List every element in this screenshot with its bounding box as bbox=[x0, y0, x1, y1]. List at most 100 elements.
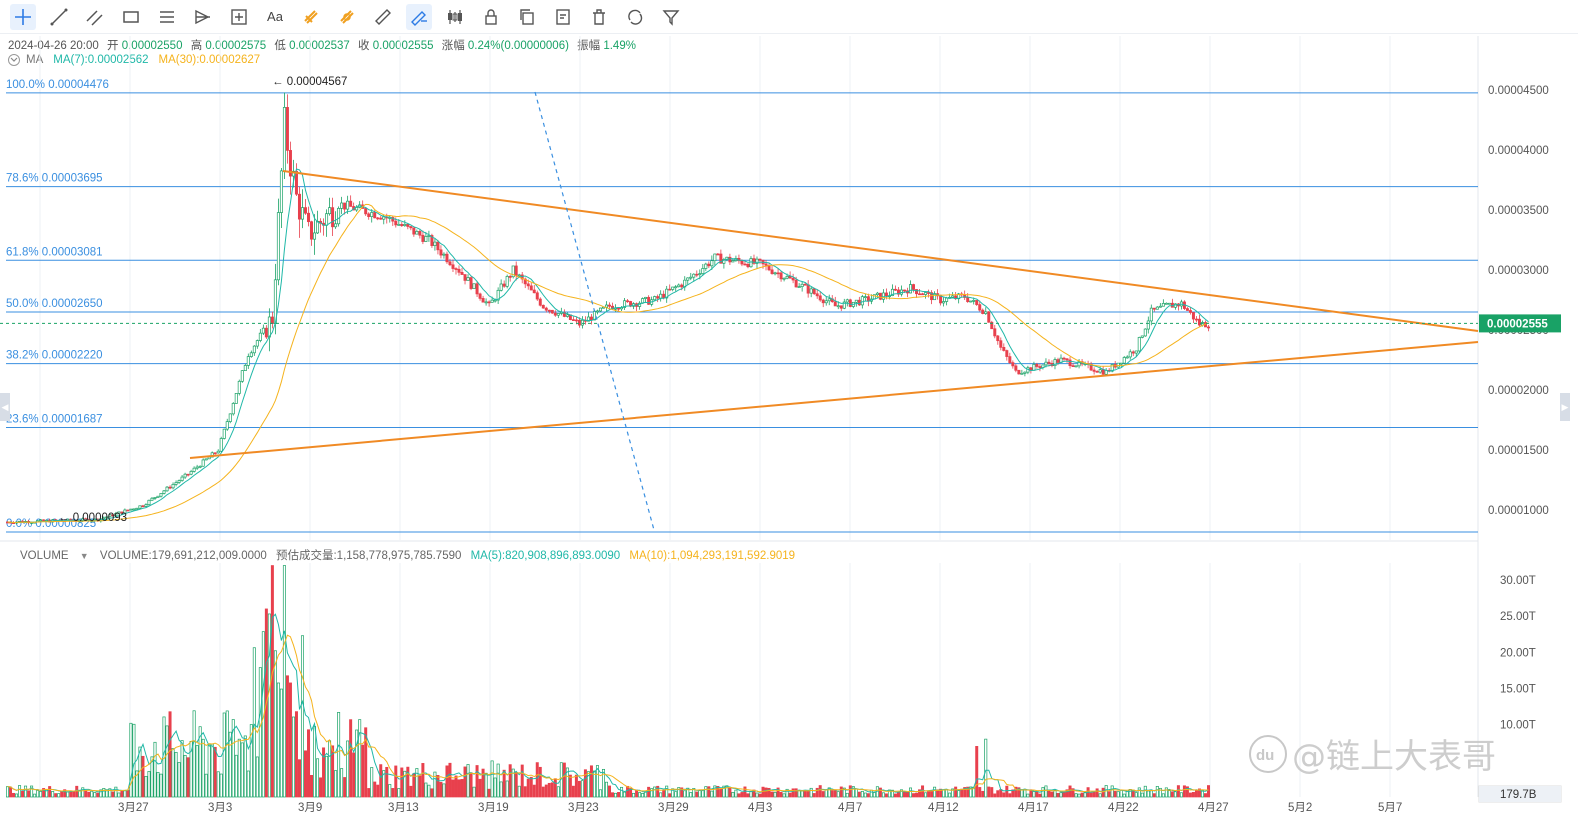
volume-bar bbox=[144, 775, 148, 798]
candle-body bbox=[279, 170, 283, 213]
lock-icon bbox=[485, 8, 497, 25]
volume-bar bbox=[198, 726, 202, 798]
volume-bar bbox=[987, 786, 991, 798]
candle-body bbox=[1074, 365, 1078, 368]
candles-tool[interactable] bbox=[442, 4, 468, 30]
volume-bar bbox=[111, 791, 115, 798]
volume-bar bbox=[472, 786, 476, 798]
candle-body bbox=[108, 514, 112, 518]
candle-body bbox=[909, 284, 912, 294]
volume-bar bbox=[1095, 788, 1099, 798]
volume-bar bbox=[966, 786, 970, 798]
upper-trendline[interactable] bbox=[282, 170, 1479, 332]
volume-bar bbox=[304, 750, 307, 798]
volume-bar bbox=[445, 765, 449, 798]
volume-bar bbox=[975, 746, 979, 798]
candle-body bbox=[797, 286, 801, 289]
candle-body bbox=[364, 208, 368, 215]
volume-bar bbox=[231, 719, 235, 798]
volume-bar bbox=[710, 790, 714, 798]
volume-bar bbox=[496, 763, 500, 798]
magnet-icon bbox=[304, 9, 318, 24]
open-value: 0.00002550 bbox=[121, 40, 183, 52]
x-axis-label: 3月27 bbox=[118, 802, 149, 813]
measure-box-tool[interactable] bbox=[226, 4, 252, 30]
volume-bar bbox=[656, 785, 660, 798]
volume-bar bbox=[192, 710, 196, 798]
candle-body bbox=[1062, 357, 1066, 360]
volume-bar bbox=[550, 782, 554, 798]
dashed-trendline[interactable] bbox=[534, 91, 655, 531]
volume-bar bbox=[385, 766, 389, 798]
volume-bar bbox=[978, 787, 982, 798]
x-axis-label: 3月13 bbox=[388, 802, 419, 813]
volume-bar bbox=[626, 785, 630, 798]
volume-bar bbox=[514, 772, 518, 798]
volume-bar bbox=[945, 789, 949, 798]
candle-body bbox=[349, 200, 353, 207]
volume-bar bbox=[1014, 786, 1018, 798]
candle-body bbox=[255, 340, 259, 347]
candle-body bbox=[448, 261, 452, 266]
volume-bar bbox=[349, 719, 353, 798]
candle-body bbox=[505, 276, 509, 287]
last-price-tag bbox=[1479, 314, 1561, 333]
volume-bar bbox=[282, 565, 286, 798]
candle-body bbox=[659, 293, 663, 299]
candle-body bbox=[1185, 308, 1189, 311]
candle-body bbox=[674, 286, 678, 289]
volume-bar bbox=[340, 768, 344, 798]
candle-body bbox=[466, 277, 470, 281]
candle-body bbox=[457, 268, 461, 273]
candle-body bbox=[331, 207, 335, 228]
candle-body bbox=[252, 345, 256, 354]
edit-tool[interactable] bbox=[550, 4, 576, 30]
lower-trendline[interactable] bbox=[189, 341, 1479, 459]
text-tool-tool[interactable]: Aa bbox=[262, 4, 288, 30]
candle-body bbox=[577, 319, 581, 326]
left-collapse-handle[interactable]: ◀ bbox=[0, 393, 10, 421]
filter-tool[interactable] bbox=[658, 4, 684, 30]
volume-bar bbox=[150, 756, 154, 798]
candle-body bbox=[183, 473, 187, 478]
sync-tool[interactable] bbox=[622, 4, 648, 30]
lock-tool[interactable] bbox=[478, 4, 504, 30]
volume-bar bbox=[30, 785, 34, 798]
ruler-tool[interactable] bbox=[370, 4, 396, 30]
horizontal-lines-tool[interactable] bbox=[154, 4, 180, 30]
candle-body bbox=[1188, 310, 1192, 313]
volume-bar bbox=[93, 792, 97, 798]
edit-ruler-tool[interactable] bbox=[406, 3, 432, 30]
candle-body bbox=[138, 505, 142, 509]
pitchfork-tool[interactable] bbox=[190, 4, 216, 30]
volume-bar bbox=[355, 729, 359, 798]
volume-bar bbox=[523, 786, 527, 798]
collapse-indicator-icon[interactable] bbox=[8, 54, 20, 66]
volume-bar bbox=[677, 787, 681, 798]
candle-body bbox=[240, 370, 244, 382]
copy-tool[interactable] bbox=[514, 4, 540, 30]
candle-body bbox=[990, 321, 994, 330]
trash-tool[interactable] bbox=[586, 4, 612, 30]
volume-bar bbox=[641, 793, 645, 798]
crosshair-tool[interactable] bbox=[10, 3, 36, 30]
rectangle-tool[interactable] bbox=[118, 4, 144, 30]
volume-bar bbox=[782, 793, 786, 798]
volume-axis-label: 20.00T bbox=[1500, 647, 1536, 659]
volume-bar bbox=[1026, 793, 1030, 798]
magnet-tool[interactable] bbox=[298, 4, 324, 30]
volume-bar bbox=[577, 780, 581, 798]
volume-label[interactable]: VOLUME bbox=[20, 550, 69, 562]
volume-dropdown-icon[interactable]: ▼ bbox=[79, 551, 89, 561]
candle-body bbox=[653, 296, 657, 301]
parallel-channel-tool[interactable] bbox=[82, 4, 108, 30]
right-collapse-handle[interactable]: ▶ bbox=[1560, 393, 1570, 421]
candle-body bbox=[487, 301, 491, 304]
trend-line-tool[interactable] bbox=[46, 4, 72, 30]
candle-body bbox=[758, 258, 762, 261]
y-axis-label: 0.00003000 bbox=[1488, 265, 1549, 277]
candle-body bbox=[1146, 320, 1150, 330]
candle-body bbox=[409, 226, 413, 229]
lock-magnet-tool[interactable] bbox=[334, 4, 360, 30]
